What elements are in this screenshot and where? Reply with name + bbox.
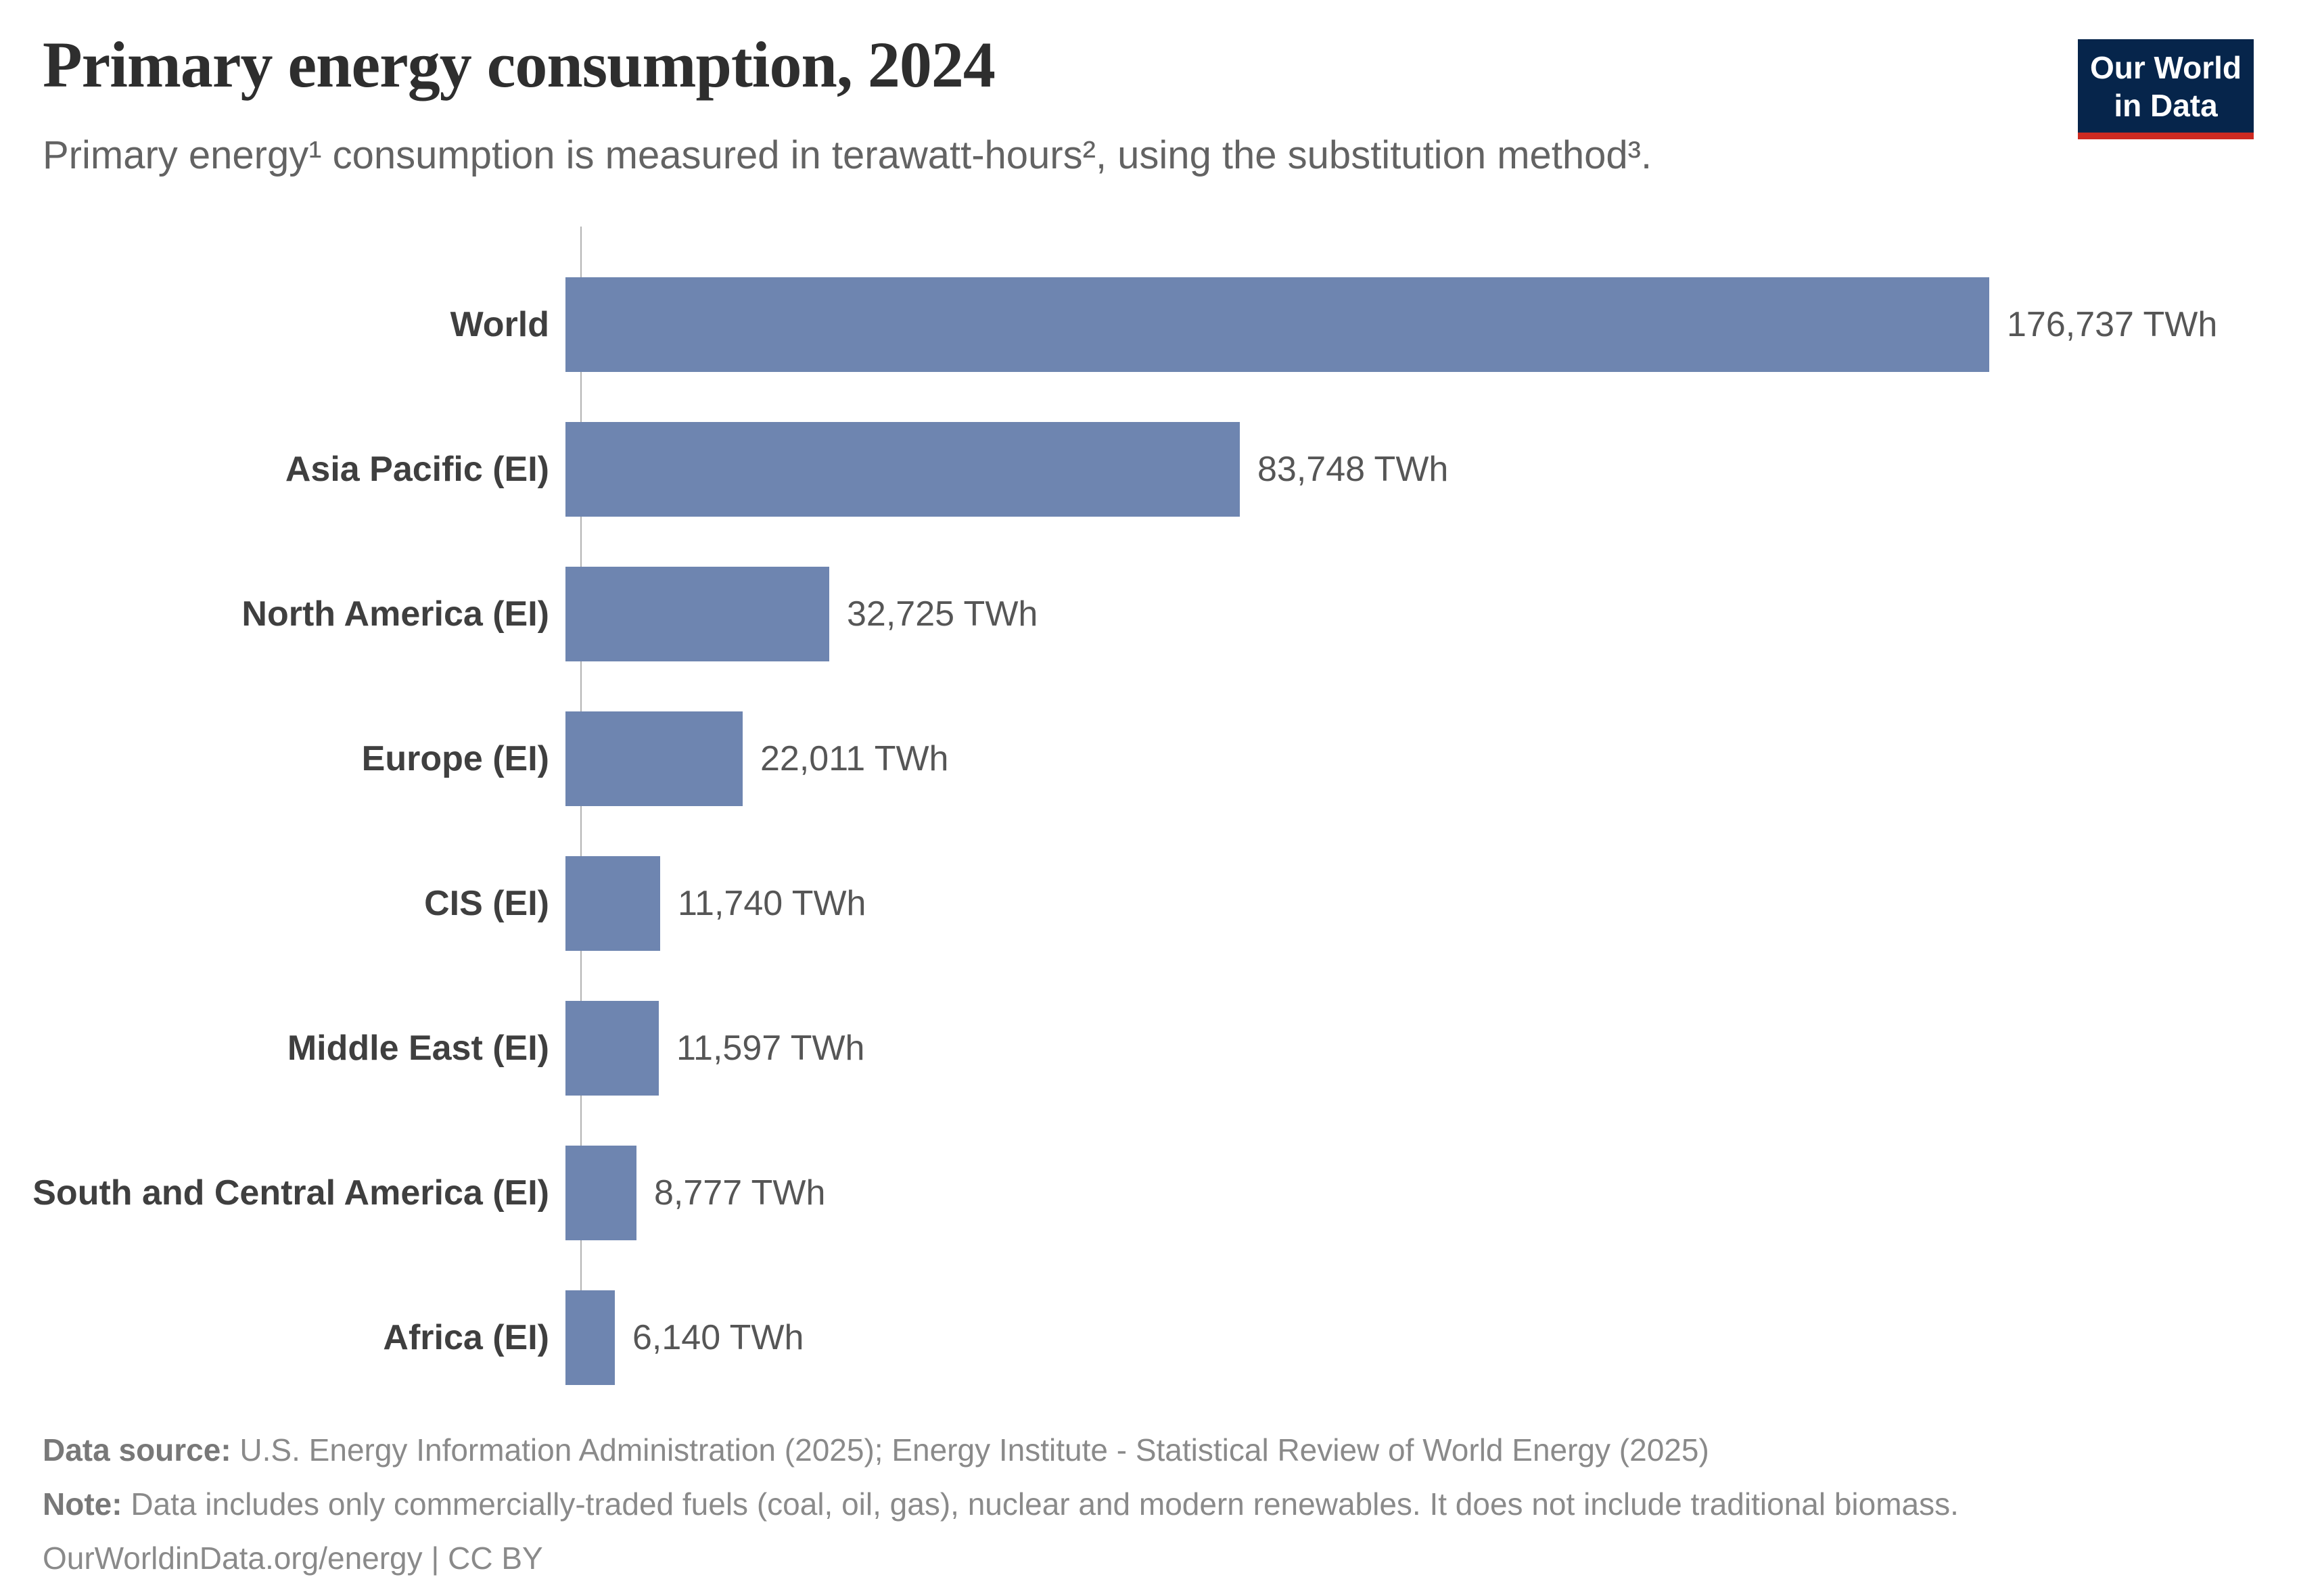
owid-logo-line1: Our World xyxy=(2089,50,2242,85)
value-label: 83,748 TWh xyxy=(1257,450,1449,489)
value-label: 32,725 TWh xyxy=(847,594,1038,634)
bar-zone: 11,740 TWh xyxy=(565,856,2297,951)
bar-zone: 176,737 TWh xyxy=(565,277,2297,372)
owid-url-link[interactable]: OurWorldinData.org/energy xyxy=(43,1541,423,1576)
owid-logo[interactable]: Our World in Data xyxy=(2078,39,2254,140)
license-line: OurWorldinData.org/energy | CC BY xyxy=(43,1531,2254,1585)
bar-zone: 11,597 TWh xyxy=(565,1001,2297,1096)
category-label: CIS (EI) xyxy=(424,884,549,923)
bar-row-world: World 176,737 TWh xyxy=(0,252,2297,397)
owid-logo-text: Our World in Data xyxy=(2078,39,2254,133)
bar-north-america[interactable] xyxy=(565,567,829,661)
data-source-line: Data source: U.S. Energy Information Adm… xyxy=(43,1423,2254,1477)
category-label: World xyxy=(450,305,549,344)
value-label: 11,740 TWh xyxy=(678,884,866,923)
chart-subtitle: Primary energy¹ consumption is measured … xyxy=(43,133,1652,177)
category-label: Africa (EI) xyxy=(383,1318,549,1357)
bar-asia-pacific[interactable] xyxy=(565,422,1240,517)
bar-row-asia-pacific: Asia Pacific (EI) 83,748 TWh xyxy=(0,397,2297,542)
category-label: Europe (EI) xyxy=(361,739,549,778)
value-label: 22,011 TWh xyxy=(760,739,949,778)
bar-row-africa: Africa (EI) 6,140 TWh xyxy=(0,1265,2297,1410)
value-label: 8,777 TWh xyxy=(654,1173,826,1213)
bar-row-north-america: North America (EI) 32,725 TWh xyxy=(0,542,2297,686)
license-label: CC BY xyxy=(448,1541,543,1576)
value-label: 11,597 TWh xyxy=(676,1029,865,1068)
note-text: Data includes only commercially-traded f… xyxy=(122,1486,1959,1522)
bar-africa[interactable] xyxy=(565,1290,615,1385)
bar-south-central-america[interactable] xyxy=(565,1146,636,1240)
owid-logo-line2: in Data xyxy=(2114,88,2218,124)
bar-middle-east[interactable] xyxy=(565,1001,659,1096)
category-label: Asia Pacific (EI) xyxy=(285,450,549,489)
bar-zone: 83,748 TWh xyxy=(565,422,2297,517)
bar-zone: 22,011 TWh xyxy=(565,711,2297,806)
page-title: Primary energy consumption, 2024 xyxy=(43,28,996,101)
category-label: South and Central America (EI) xyxy=(32,1173,549,1213)
bar-europe[interactable] xyxy=(565,711,743,806)
data-source-label: Data source: xyxy=(43,1432,231,1468)
value-label: 6,140 TWh xyxy=(632,1318,804,1357)
bar-row-europe: Europe (EI) 22,011 TWh xyxy=(0,686,2297,831)
bar-row-middle-east: Middle East (EI) 11,597 TWh xyxy=(0,976,2297,1121)
data-source-text: U.S. Energy Information Administration (… xyxy=(231,1432,1709,1468)
bar-zone: 32,725 TWh xyxy=(565,567,2297,661)
bar-rows: World 176,737 TWh Asia Pacific (EI) 83,7… xyxy=(0,252,2297,1410)
bar-zone: 6,140 TWh xyxy=(565,1290,2297,1385)
bar-cis[interactable] xyxy=(565,856,660,951)
separator: | xyxy=(422,1541,448,1576)
owid-logo-red-strip xyxy=(2078,133,2254,140)
bar-row-south-central-america: South and Central America (EI) 8,777 TWh xyxy=(0,1121,2297,1265)
bar-zone: 8,777 TWh xyxy=(565,1146,2297,1240)
bar-chart-plot-area: World 176,737 TWh Asia Pacific (EI) 83,7… xyxy=(0,227,2297,1385)
bar-world[interactable] xyxy=(565,277,1989,372)
note-label: Note: xyxy=(43,1486,122,1522)
bar-row-cis: CIS (EI) 11,740 TWh xyxy=(0,831,2297,976)
value-label: 176,737 TWh xyxy=(2007,305,2218,344)
category-label: Middle East (EI) xyxy=(287,1029,549,1068)
category-label: North America (EI) xyxy=(241,594,549,634)
note-line: Note: Data includes only commercially-tr… xyxy=(43,1477,2254,1531)
chart-footer: Data source: U.S. Energy Information Adm… xyxy=(43,1423,2254,1585)
